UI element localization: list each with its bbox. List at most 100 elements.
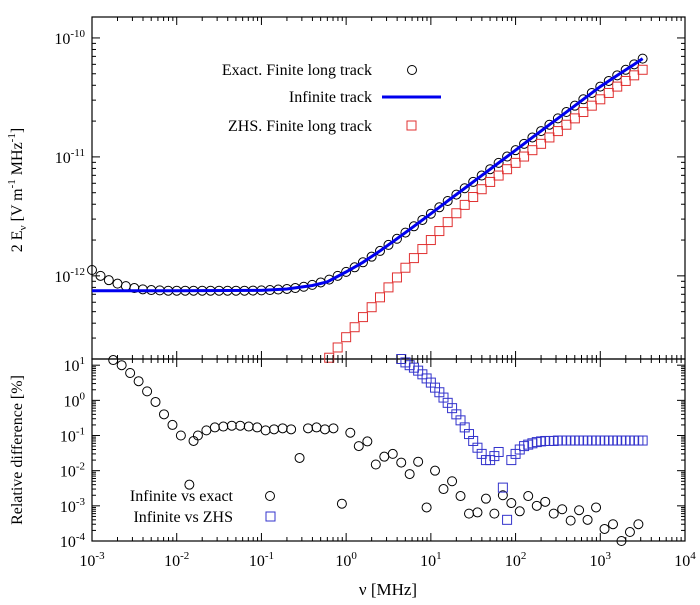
inf-vs-zhs-point xyxy=(637,435,648,446)
inf-vs-exact-point xyxy=(175,430,186,441)
zhs-point xyxy=(502,164,513,175)
inf-vs-exact-point xyxy=(608,519,619,530)
legend-marker-zhs xyxy=(406,120,417,131)
zhs-point xyxy=(417,244,428,255)
x-tick-label: 102 xyxy=(505,550,527,570)
exact-point xyxy=(434,202,445,213)
exact-point xyxy=(544,119,555,130)
inf-vs-exact-point xyxy=(209,422,220,433)
exact-point xyxy=(586,87,597,98)
inf-vs-exact-point xyxy=(574,505,585,516)
bottom-y-tick-label: 10-1 xyxy=(60,426,85,446)
inf-vs-exact-point xyxy=(159,409,170,420)
legend-marker-inf-vs-zhs xyxy=(265,511,276,522)
exact-point xyxy=(569,100,580,111)
top-y-axis-label: 2 Eν [V m-1 MHz-1] xyxy=(6,128,29,252)
zhs-point xyxy=(510,157,521,168)
inf-vs-exact-point xyxy=(362,436,373,447)
exact-point xyxy=(375,245,386,256)
exact-point xyxy=(620,64,631,75)
zhs-point xyxy=(620,75,631,86)
inf-vs-exact-point xyxy=(353,441,364,452)
legend-label-inf-vs-zhs: Infinite vs ZHS xyxy=(133,509,233,526)
inf-vs-exact-point xyxy=(531,500,542,511)
x-tick-label: 104 xyxy=(674,550,696,570)
zhs-point xyxy=(324,352,335,363)
inf-vs-exact-point xyxy=(370,459,381,470)
zhs-point xyxy=(366,302,377,313)
exact-point xyxy=(357,257,368,268)
inf-vs-zhs-point xyxy=(497,482,508,493)
exact-point xyxy=(485,164,496,175)
inf-vs-exact-point xyxy=(116,360,127,371)
inf-vs-exact-point xyxy=(430,465,441,476)
inf-vs-exact-point xyxy=(303,423,314,434)
exact-point xyxy=(103,275,114,286)
inf-vs-exact-point xyxy=(557,504,568,515)
zhs-point xyxy=(612,81,623,92)
inf-vs-exact-point xyxy=(455,491,466,502)
x-tick-label: 10-3 xyxy=(79,550,105,570)
inf-vs-exact-point xyxy=(286,424,297,435)
exact-point xyxy=(341,266,352,277)
inf-vs-exact-point xyxy=(540,496,551,507)
inf-vs-exact-point xyxy=(404,469,415,480)
inf-vs-zhs-point xyxy=(502,514,513,525)
bottom-y-tick-label: 101 xyxy=(64,355,86,375)
x-tick-label: 101 xyxy=(420,550,442,570)
inf-vs-exact-point xyxy=(235,420,246,431)
zhs-point xyxy=(485,176,496,187)
exact-point xyxy=(425,208,436,219)
zhs-point xyxy=(561,119,572,130)
legend-marker-inf-vs-exact xyxy=(265,491,275,501)
exact-point xyxy=(451,189,462,200)
inf-vs-exact-point xyxy=(396,457,407,468)
top-legend: Exact. Finite long track Infinite track … xyxy=(222,62,441,135)
exact-point xyxy=(400,227,411,238)
exact-point xyxy=(510,145,521,156)
inf-vs-exact-point xyxy=(565,515,576,526)
inf-vs-exact-point xyxy=(624,527,635,538)
inf-vs-exact-point xyxy=(150,396,161,407)
zhs-point xyxy=(332,342,343,353)
exact-point xyxy=(612,70,623,81)
inf-vs-exact-point xyxy=(226,420,237,431)
exact-point xyxy=(502,151,513,162)
zhs-point xyxy=(519,151,530,162)
zhs-point xyxy=(391,272,402,283)
exact-point xyxy=(383,239,394,250)
inf-vs-exact-point xyxy=(167,419,178,430)
x-axis-label: ν [MHz] xyxy=(359,580,417,599)
zhs-point xyxy=(408,253,419,264)
legend-marker-exact xyxy=(407,65,417,75)
x-tick-label: 10-1 xyxy=(249,550,274,570)
zhs-point xyxy=(468,192,479,203)
inf-vs-exact-point xyxy=(472,507,483,518)
inf-vs-exact-point xyxy=(379,451,390,462)
exact-point xyxy=(637,53,648,64)
inf-vs-exact-point xyxy=(387,448,398,459)
zhs-point xyxy=(637,64,648,75)
inf-vs-exact-point xyxy=(260,425,271,436)
inf-vs-exact-point xyxy=(277,423,288,434)
inf-vs-exact-point xyxy=(108,355,119,366)
inf-vs-exact-point xyxy=(447,476,458,487)
exact-point xyxy=(493,157,504,168)
exact-point xyxy=(578,94,589,105)
x-tick-label: 10-2 xyxy=(164,550,189,570)
exact-point xyxy=(527,132,538,143)
exact-point xyxy=(459,183,470,194)
zhs-point xyxy=(493,170,504,181)
top-y-tick-label: 10-11 xyxy=(55,147,85,167)
exact-point xyxy=(112,278,123,289)
inf-vs-exact-point xyxy=(489,508,500,519)
inf-vs-exact-point xyxy=(252,422,263,433)
zhs-point xyxy=(442,217,453,228)
zhs-point xyxy=(375,292,386,303)
top-panel-frame xyxy=(91,16,686,360)
exact-point xyxy=(468,176,479,187)
exact-point xyxy=(442,195,453,206)
exact-point xyxy=(87,265,97,276)
inf-vs-zhs-point xyxy=(493,446,504,457)
